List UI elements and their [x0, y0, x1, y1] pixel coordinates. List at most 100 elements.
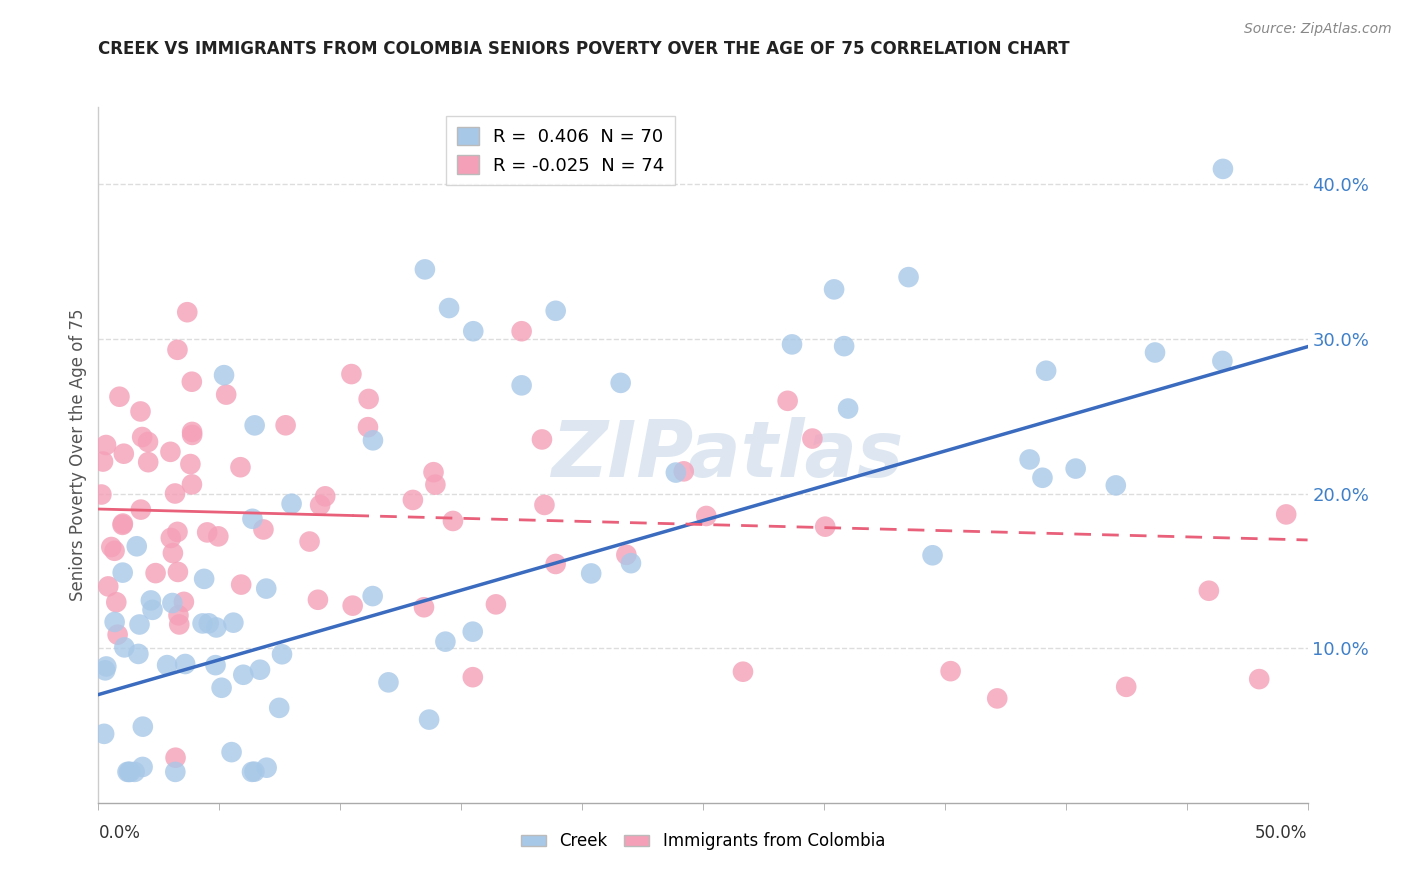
- Point: [274, 418, 297, 433]
- Point: [127, 647, 149, 661]
- Point: [402, 492, 425, 507]
- Point: [162, 596, 184, 610]
- Point: [1105, 478, 1128, 492]
- Point: [271, 647, 294, 661]
- Point: [418, 713, 440, 727]
- Point: [801, 432, 824, 446]
- Point: [120, 764, 142, 779]
- Point: [207, 529, 229, 543]
- Point: [823, 282, 845, 296]
- Point: [485, 598, 508, 612]
- Point: [96, 659, 118, 673]
- Point: [139, 593, 162, 607]
- Y-axis label: Seniors Poverty Over the Age of 75: Seniors Poverty Over the Age of 75: [69, 309, 87, 601]
- Point: [159, 531, 181, 545]
- Point: [91, 454, 114, 468]
- Point: [357, 420, 380, 434]
- Point: [205, 620, 228, 634]
- Point: [1212, 161, 1234, 176]
- Point: [609, 376, 631, 390]
- Point: [107, 628, 129, 642]
- Point: [136, 455, 159, 469]
- Point: [672, 464, 695, 478]
- Point: [165, 764, 187, 779]
- Point: [463, 324, 485, 338]
- Point: [461, 670, 484, 684]
- Point: [240, 764, 263, 779]
- Point: [544, 303, 567, 318]
- Text: Source: ZipAtlas.com: Source: ZipAtlas.com: [1244, 22, 1392, 37]
- Point: [131, 760, 153, 774]
- Point: [307, 592, 329, 607]
- Point: [357, 392, 380, 406]
- Point: [90, 487, 112, 501]
- Point: [1143, 345, 1166, 359]
- Point: [162, 546, 184, 560]
- Point: [181, 477, 204, 491]
- Point: [112, 640, 135, 655]
- Point: [422, 465, 444, 479]
- Point: [125, 539, 148, 553]
- Point: [309, 498, 332, 512]
- Point: [533, 498, 555, 512]
- Point: [510, 378, 533, 392]
- Legend: Creek, Immigrants from Colombia: Creek, Immigrants from Colombia: [515, 826, 891, 857]
- Point: [249, 663, 271, 677]
- Point: [136, 434, 159, 449]
- Point: [921, 549, 943, 563]
- Point: [111, 516, 134, 531]
- Point: [156, 658, 179, 673]
- Point: [129, 404, 152, 418]
- Point: [100, 540, 122, 554]
- Point: [141, 603, 163, 617]
- Point: [620, 556, 643, 570]
- Point: [129, 502, 152, 516]
- Point: [94, 663, 117, 677]
- Point: [243, 418, 266, 433]
- Point: [1031, 471, 1053, 485]
- Point: [254, 582, 277, 596]
- Point: [97, 579, 120, 593]
- Point: [112, 447, 135, 461]
- Point: [252, 523, 274, 537]
- Point: [232, 667, 254, 681]
- Point: [544, 557, 567, 571]
- Point: [166, 343, 188, 357]
- Point: [103, 543, 125, 558]
- Point: [165, 486, 187, 500]
- Point: [243, 764, 266, 779]
- Point: [111, 517, 134, 532]
- Point: [166, 524, 188, 539]
- Point: [695, 508, 717, 523]
- Point: [441, 514, 464, 528]
- Point: [204, 658, 226, 673]
- Text: 0.0%: 0.0%: [98, 823, 141, 842]
- Point: [1275, 508, 1298, 522]
- Point: [108, 390, 131, 404]
- Point: [461, 624, 484, 639]
- Point: [256, 761, 278, 775]
- Point: [94, 438, 117, 452]
- Point: [181, 425, 204, 439]
- Point: [131, 430, 153, 444]
- Point: [231, 577, 253, 591]
- Text: ZIPatlas: ZIPatlas: [551, 417, 903, 493]
- Point: [614, 548, 637, 562]
- Point: [413, 262, 436, 277]
- Point: [111, 566, 134, 580]
- Point: [211, 681, 233, 695]
- Point: [377, 675, 399, 690]
- Point: [221, 745, 243, 759]
- Point: [832, 339, 855, 353]
- Point: [413, 600, 436, 615]
- Point: [117, 764, 139, 779]
- Point: [776, 393, 799, 408]
- Point: [173, 595, 195, 609]
- Point: [1211, 354, 1233, 368]
- Point: [105, 595, 128, 609]
- Point: [176, 305, 198, 319]
- Point: [167, 565, 190, 579]
- Point: [167, 608, 190, 623]
- Point: [342, 599, 364, 613]
- Point: [298, 534, 321, 549]
